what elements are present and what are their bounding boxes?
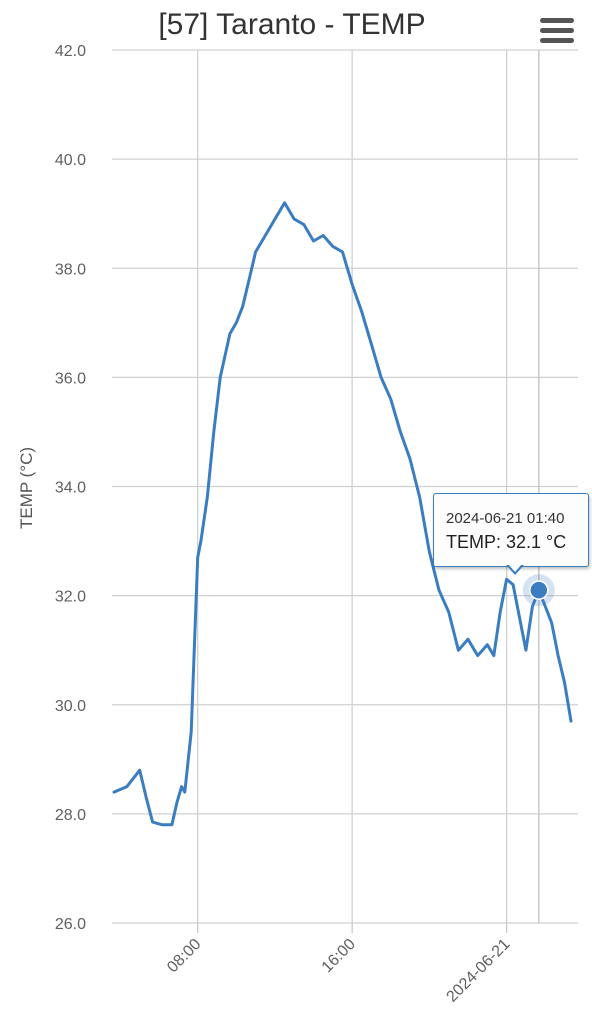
x-tick-label: 16:00: [319, 936, 359, 976]
y-tick-label: 38.0: [55, 261, 86, 278]
hamburger-menu-icon: [540, 18, 574, 23]
tooltip-date: 2024-06-21 01:40: [446, 510, 565, 527]
y-tick-label: 36.0: [55, 370, 86, 387]
series-line-temp: [112, 201, 573, 827]
hamburger-menu-icon-bar: [540, 28, 574, 33]
highlight-point: [529, 580, 549, 600]
y-tick-label: 42.0: [55, 43, 86, 60]
y-tick-label: 28.0: [55, 807, 86, 824]
y-tick-label: 34.0: [55, 480, 86, 497]
tooltip-arrow-inner: [508, 564, 522, 572]
hamburger-menu-icon-bar: [540, 38, 574, 43]
x-tick-label: 08:00: [164, 936, 204, 976]
series-group: [112, 201, 573, 827]
horizontal-gridlines: [112, 49, 578, 924]
tooltip-value: TEMP: 32.1 °C: [446, 532, 567, 552]
tooltip: 2024-06-21 01:40 TEMP: 32.1 °C: [433, 493, 589, 567]
x-tick-labels: 08:00 16:00 2024-06-21: [164, 936, 513, 1006]
y-tick-label: 26.0: [55, 916, 86, 933]
highlight-group: [522, 50, 555, 923]
vertical-gridlines: [197, 50, 508, 933]
chart-title: [57] Taranto - TEMP: [158, 8, 426, 41]
y-tick-labels: 26.0 28.0 30.0 32.0 34.0 36.0 38.0 40.0 42.0: [55, 43, 86, 933]
x-tick-label: 2024-06-21: [444, 936, 514, 1006]
y-tick-label: 32.0: [55, 589, 86, 606]
y-tick-label: 40.0: [55, 152, 86, 169]
y-tick-label: 30.0: [55, 698, 86, 715]
chart-menu-button[interactable]: [540, 18, 574, 48]
